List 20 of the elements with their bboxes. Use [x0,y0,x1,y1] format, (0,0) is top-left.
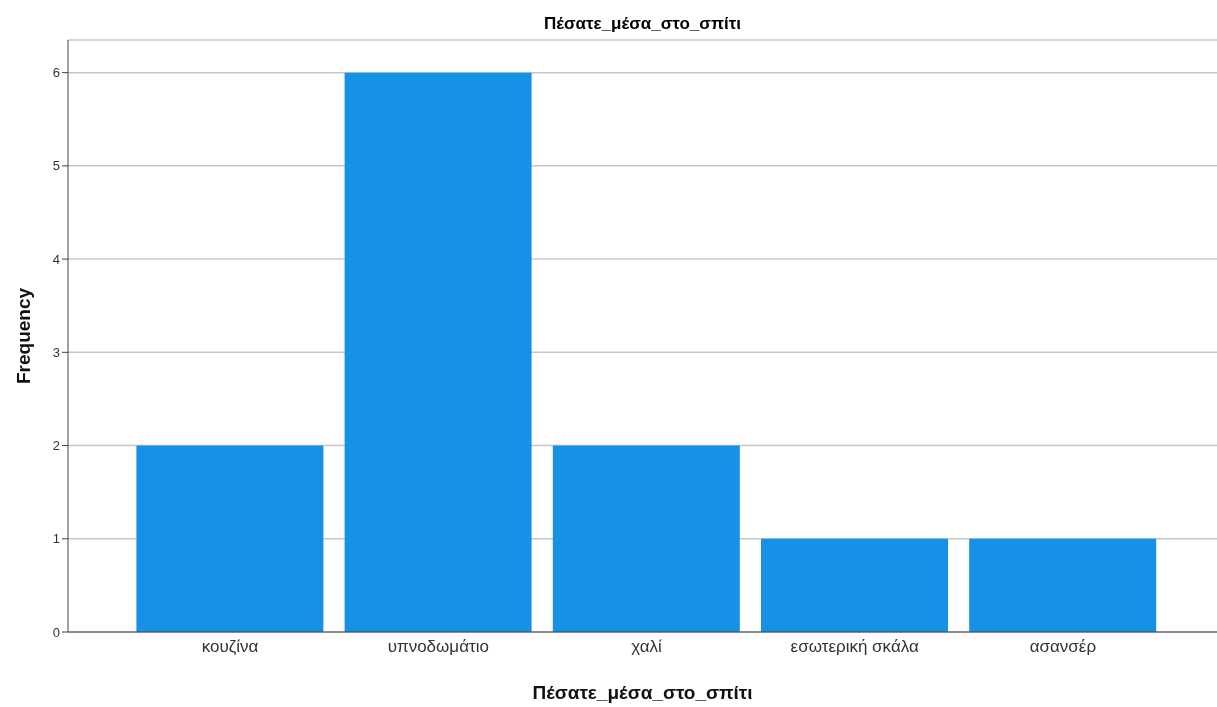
x-tick-label: εσωτερική σκάλα [790,637,919,657]
y-axis-title: Frequency [12,287,34,385]
bar [969,538,1157,632]
y-tick-label: 3 [52,344,60,360]
bar [136,445,324,632]
y-tick-label: 0 [52,624,60,640]
y-tick-label: 4 [52,251,60,267]
x-axis-title: Πέσατε_μέσα_στο_σπίτι [532,682,753,703]
chart-title: Πέσατε_μέσα_στο_σπίτι [543,14,742,34]
y-tick-label: 6 [52,65,60,81]
x-tick-label: κουζίνα [201,637,259,657]
x-tick-label: χαλί [631,637,663,657]
y-tick-label: 5 [52,158,60,174]
x-tick-label: ασανσέρ [1029,637,1097,657]
x-tick-label: υπνοδωμάτιο [387,637,489,657]
bar [552,445,740,632]
y-tick-label: 2 [52,438,60,454]
y-tick-label: 1 [52,531,60,547]
bar [761,538,949,632]
bar [344,72,532,632]
